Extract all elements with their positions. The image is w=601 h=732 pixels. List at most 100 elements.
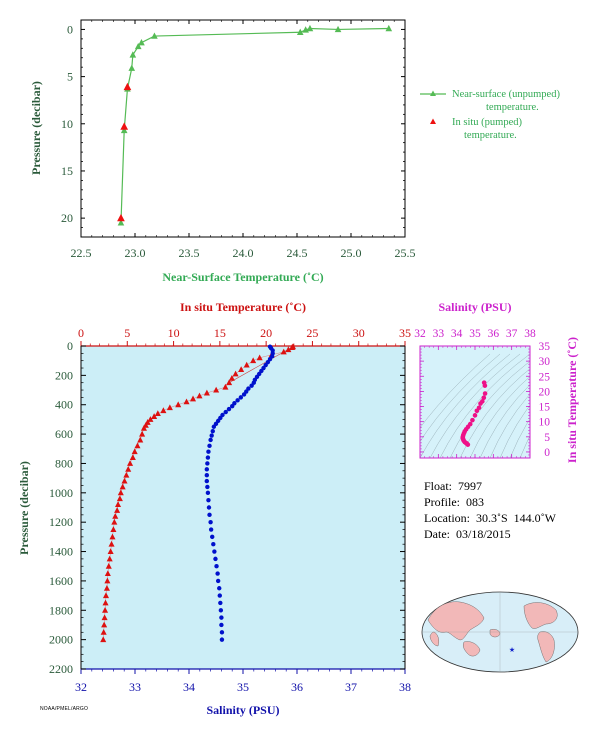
density-contours <box>420 353 530 458</box>
temperature-point <box>102 592 110 599</box>
density-contour <box>489 393 530 458</box>
temperature-point <box>108 540 115 547</box>
temperature-point <box>112 513 119 519</box>
legend-label-unpumped-2: temperature. <box>486 102 539 113</box>
legend-marker-pumped <box>430 118 436 124</box>
pumped-point <box>117 213 125 222</box>
salinity-point <box>205 461 210 466</box>
ts-ytick-label: 5 <box>544 432 550 444</box>
salinity-point <box>211 424 217 429</box>
temperature-point <box>104 570 111 577</box>
pressure-tick-label: 2000 <box>49 633 73 647</box>
top-ytick-label: 20 <box>61 211 73 225</box>
pressure-axis-label: Pressure (decibar) <box>17 461 31 555</box>
temperature-axis-label: In situ Temperature (˚C) <box>180 300 306 314</box>
salinity-point <box>204 467 210 472</box>
ts-plot-background <box>419 345 531 459</box>
top-ytick-label: 10 <box>61 117 73 131</box>
float-location-marker: ★ <box>509 646 515 654</box>
legend-marker-unpumped <box>430 90 436 96</box>
temperature-point <box>104 577 111 584</box>
density-contour <box>439 353 530 458</box>
top-ytick-label: 15 <box>61 164 73 178</box>
pressure-tick-label: 800 <box>55 456 73 470</box>
salinity-point <box>207 443 212 449</box>
salinity-axis-label: Salinity (PSU) <box>206 703 279 717</box>
salinity-point <box>205 490 211 496</box>
salinity-point <box>241 392 247 397</box>
map-land <box>427 601 558 663</box>
pressure-tick-label: 2200 <box>49 662 73 676</box>
pressure-tick-label: 1000 <box>49 486 73 500</box>
footer-credit: NOAA/PMEL/ARGO <box>40 706 89 712</box>
ts-point <box>465 442 471 447</box>
salinity-point <box>219 622 224 628</box>
sal-tick-label: 33 <box>129 680 141 694</box>
salinity-point <box>207 512 212 518</box>
float-info: Float: 7997 Profile: 083 Location: 30.3˚… <box>424 478 556 542</box>
unpumped-point <box>306 24 314 32</box>
top-ytick-label: 5 <box>67 70 73 84</box>
salinity-point <box>208 527 214 532</box>
temperature-point <box>175 401 182 408</box>
density-contour <box>499 404 530 458</box>
ts-point <box>481 395 487 401</box>
top-xtick-label: 24.5 <box>287 246 308 260</box>
salinity-point <box>219 637 225 642</box>
top-ytick-label: 0 <box>67 22 73 36</box>
unpumped-point <box>134 42 142 50</box>
salinity-point <box>212 549 217 554</box>
salinity-point <box>226 406 232 412</box>
salinity-point <box>213 556 218 562</box>
salinity-point <box>219 615 224 620</box>
temperature-point <box>151 413 158 419</box>
temperature-point <box>127 460 134 466</box>
unpumped-point <box>129 51 137 58</box>
density-contour <box>479 384 530 458</box>
location: Location: 30.3˚S 144.0˚W <box>424 511 556 525</box>
date: Date: 03/18/2015 <box>424 527 511 541</box>
top-y-ticks: 0 5 10 15 20 <box>61 19 405 238</box>
salinity-point <box>218 608 224 613</box>
temperature-point <box>114 507 121 513</box>
map-graticule <box>422 592 578 672</box>
pumped-point <box>123 82 132 91</box>
ts-ytick-label: 35 <box>539 341 551 353</box>
legend-label-pumped-2: temperature. <box>464 130 517 141</box>
temperature-point <box>183 398 190 405</box>
temperature-point <box>131 448 138 455</box>
temperature-point <box>139 430 146 437</box>
unpumped-point <box>120 126 128 134</box>
temperature-point <box>289 344 296 350</box>
ts-xtick-label: 37 <box>506 328 518 340</box>
temperature-point <box>147 416 154 422</box>
salinity-point <box>205 455 211 460</box>
ts-diagram: 32 33 34 35 36 37 38 0 5 10 15 20 25 30 35 Salinity (… <box>414 300 579 463</box>
top-xlabel: Near-Surface Temperature (˚C) <box>162 270 323 284</box>
salinity-point <box>204 473 210 478</box>
profile-plot: 0 5 10 15 20 25 30 35 32 33 34 35 36 37 38 0 200 400 600… <box>17 300 411 717</box>
temp-tick-label: 0 <box>78 326 84 340</box>
ts-xtick-label: 36 <box>488 328 500 340</box>
temperature-point <box>102 599 109 606</box>
temperature-point <box>110 526 117 532</box>
temperature-point <box>137 436 144 443</box>
unpumped-point <box>296 28 304 35</box>
salinity-point <box>215 571 220 576</box>
temperature-point <box>100 636 107 643</box>
top-xtick-label: 23.5 <box>179 246 200 260</box>
salinity-point <box>230 403 235 409</box>
pumped-point <box>120 122 129 130</box>
temperature-point <box>160 407 167 414</box>
ts-y-ticks: 0 5 10 15 20 25 30 35 <box>420 341 550 459</box>
pressure-tick-label: 1800 <box>49 603 73 617</box>
temp-tick-label: 35 <box>399 326 411 340</box>
temperature-point <box>109 533 116 540</box>
salinity-point <box>223 409 228 415</box>
temperature-point <box>123 471 130 478</box>
pressure-tick-label: 600 <box>55 427 73 441</box>
unpumped-point <box>334 25 342 33</box>
sal-tick-label: 34 <box>183 680 195 694</box>
ts-point <box>482 383 488 388</box>
